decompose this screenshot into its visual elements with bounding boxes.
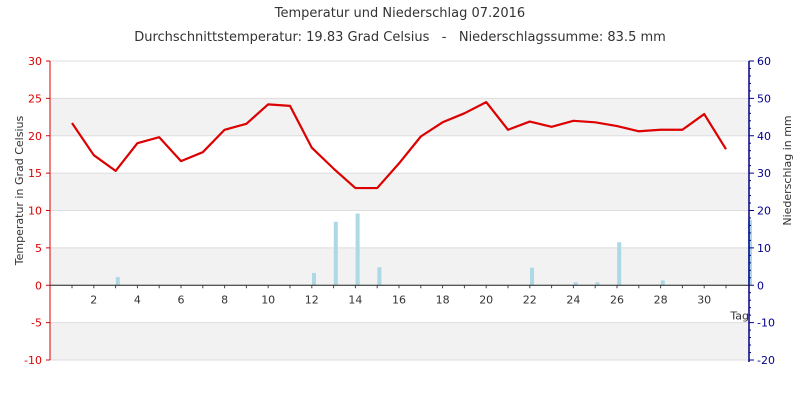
precip-bar <box>333 221 338 286</box>
temperature-line <box>71 101 727 190</box>
grid-band <box>50 247 749 286</box>
x-tick-label: 12 <box>305 293 319 306</box>
x-tick-label: 28 <box>654 293 668 306</box>
precip-bar <box>115 277 120 286</box>
precip-bar <box>660 280 665 286</box>
right-tick-label: 20 <box>757 205 771 218</box>
left-axis-label: Temperatur in Grad Celsius <box>13 116 26 267</box>
x-tick-label: 14 <box>348 293 362 306</box>
x-tick-label: 30 <box>697 293 711 306</box>
right-tick-label: -10 <box>757 317 775 330</box>
x-tick-label: 2 <box>90 293 97 306</box>
right-tick-label: 30 <box>757 167 771 180</box>
x-tick-label: 6 <box>178 293 185 306</box>
left-tick-label: 5 <box>35 242 42 255</box>
left-tick-label: 20 <box>28 130 42 143</box>
x-axis-label: Tag <box>729 309 749 322</box>
left-tick-label: 10 <box>28 205 42 218</box>
chart-subtitle: Durchschnittstemperatur: 19.83 Grad Cels… <box>134 30 666 45</box>
left-tick-label: -5 <box>31 317 42 330</box>
precip-bar <box>530 267 534 286</box>
right-tick-label: 0 <box>757 279 764 292</box>
x-tick-label: 4 <box>134 293 141 306</box>
precip-bar <box>573 282 578 286</box>
chart-title: Temperatur und Niederschlag 07.2016 <box>274 6 525 21</box>
precip-bar <box>355 213 360 286</box>
precip-bar <box>617 242 622 286</box>
right-tick-label: 50 <box>757 92 771 105</box>
x-tick-label: 26 <box>610 293 624 306</box>
left-tick-label: 0 <box>35 279 42 292</box>
grid-band <box>50 173 749 211</box>
precip-bar <box>312 272 316 286</box>
x-tick-label: 22 <box>523 293 537 306</box>
left-tick-label: 25 <box>28 92 42 105</box>
right-tick-label: 60 <box>757 55 771 68</box>
right-axis-label: Niederschlag in mm <box>781 115 794 225</box>
left-tick-label: 30 <box>28 55 42 68</box>
right-tick-label: 10 <box>757 242 771 255</box>
left-tick-label: 15 <box>28 167 42 180</box>
precip-bar <box>377 267 382 286</box>
right-tick-label: 40 <box>757 130 771 143</box>
right-tick-label: -20 <box>757 354 775 367</box>
x-tick-label: 10 <box>261 293 275 306</box>
x-tick-label: 24 <box>566 293 580 306</box>
grid-band <box>50 322 749 360</box>
x-tick-label: 16 <box>392 293 406 306</box>
x-tick-label: 20 <box>479 293 493 306</box>
x-tick-label: 18 <box>436 293 450 306</box>
precip-bar <box>748 219 752 286</box>
x-tick-label: 8 <box>221 293 228 306</box>
precip-bar <box>595 282 600 286</box>
left-tick-label: -10 <box>24 354 42 367</box>
